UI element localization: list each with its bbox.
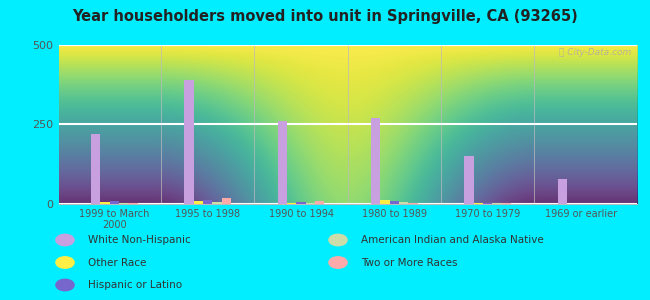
Bar (558, 178, 567, 204)
Bar (278, 121, 287, 204)
Bar (296, 202, 306, 204)
Bar (315, 202, 324, 204)
Text: Two or More Races: Two or More Races (361, 257, 457, 268)
Bar (110, 202, 119, 204)
Text: White Non-Hispanic: White Non-Hispanic (88, 235, 190, 245)
Text: American Indian and Alaska Native: American Indian and Alaska Native (361, 235, 543, 245)
Bar (483, 203, 493, 204)
Bar (390, 201, 399, 204)
Bar (203, 200, 213, 204)
Bar (185, 80, 194, 204)
Text: Year householders moved into unit in Springville, CA (93265): Year householders moved into unit in Spr… (72, 9, 578, 24)
Bar (101, 202, 110, 204)
Text: ⓘ City-Data.com: ⓘ City-Data.com (559, 48, 631, 57)
Bar (287, 203, 296, 204)
Bar (213, 202, 222, 204)
Bar (474, 203, 483, 204)
Bar (399, 202, 408, 204)
Bar (194, 202, 203, 204)
Bar (502, 203, 511, 204)
Bar (380, 200, 390, 204)
Bar (222, 198, 231, 204)
Bar (408, 203, 418, 204)
Bar (371, 118, 380, 204)
Bar (91, 134, 101, 204)
Bar (493, 203, 502, 204)
Bar (119, 203, 129, 204)
Text: Hispanic or Latino: Hispanic or Latino (88, 280, 182, 290)
Text: Other Race: Other Race (88, 257, 146, 268)
Bar (306, 203, 315, 204)
Bar (129, 203, 138, 204)
Bar (464, 156, 474, 204)
